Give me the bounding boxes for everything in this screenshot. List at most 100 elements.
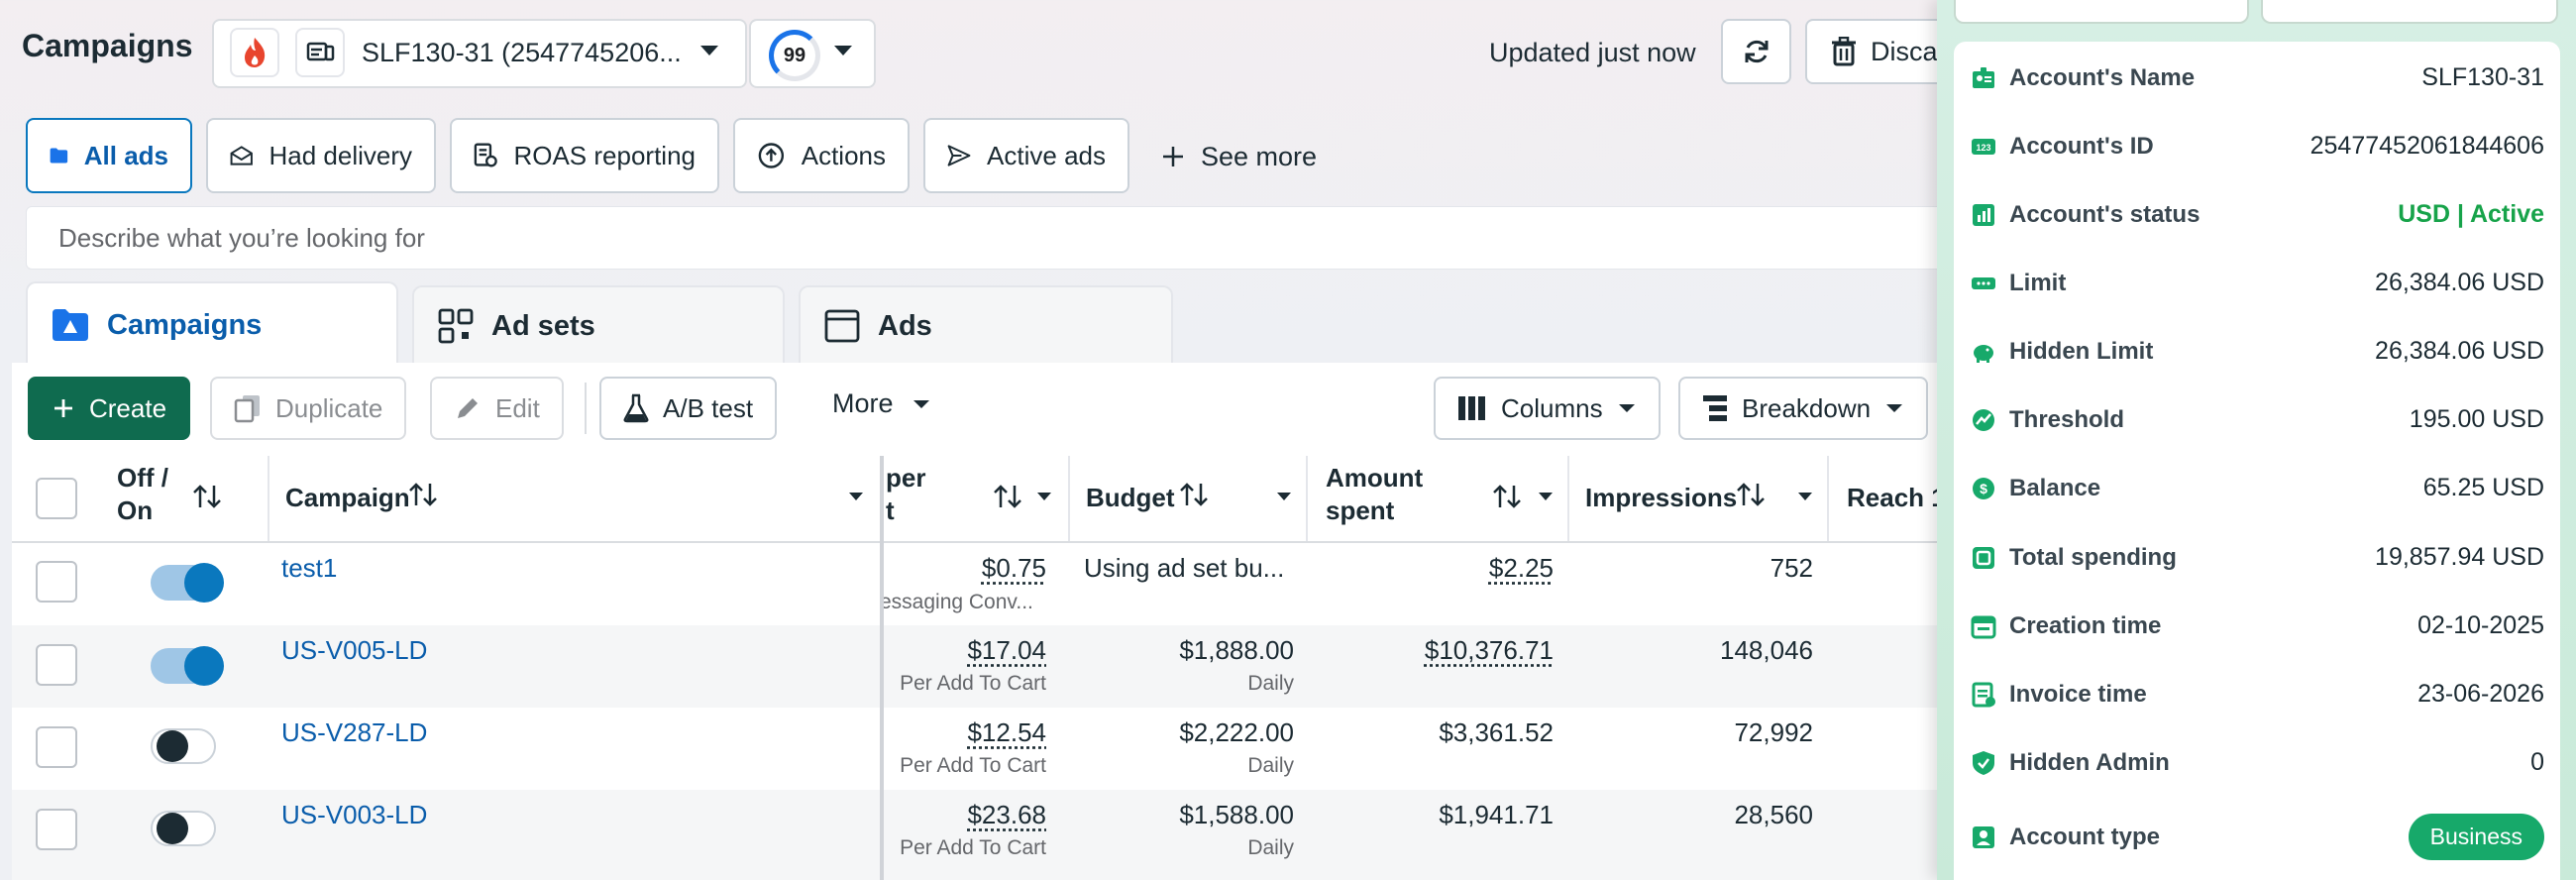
budget-value[interactable]: $2,222.00 [1084, 717, 1294, 748]
sort-icon[interactable] [408, 482, 438, 507]
filter-all-ads[interactable]: All ads [26, 118, 192, 193]
row-checkbox[interactable] [36, 561, 77, 603]
filter-label: Had delivery [268, 141, 412, 171]
refresh-button[interactable] [1721, 19, 1791, 84]
sidebar-row-account-s-name: Account's Name SLF130-31 [1970, 44, 2544, 112]
row-checkbox[interactable] [36, 644, 77, 686]
sidebar-value: 26,384.06 USD [2375, 269, 2544, 297]
duplicate-button[interactable]: Duplicate [210, 377, 406, 440]
chevron-down-icon[interactable] [832, 44, 854, 57]
tab-label: Ads [878, 310, 932, 343]
cost-per-result[interactable]: $12.54 [892, 717, 1046, 748]
cost-per-result[interactable]: $17.04 [892, 635, 1046, 666]
budget-value[interactable]: $1,588.00 [1084, 800, 1294, 830]
filter-roas-reporting[interactable]: ROAS reporting [450, 118, 719, 193]
header-budget[interactable]: Budget [1086, 482, 1175, 514]
sidebar-value: USD | Active [2398, 200, 2544, 229]
filter-actions[interactable]: Actions [733, 118, 910, 193]
amount-spent[interactable]: $10,376.71 [1318, 635, 1554, 666]
chevron-down-icon[interactable] [1538, 492, 1554, 501]
campaign-toggle[interactable] [151, 728, 216, 764]
sidebar-row-invoice-time: Invoice time 23-06-2026 [1970, 660, 2544, 728]
header-off-on[interactable]: Off / On [117, 462, 168, 527]
impressions-value: 72,992 [1575, 717, 1813, 748]
sidebar-value: 25477452061844606 [2310, 132, 2544, 161]
row-checkbox[interactable] [36, 809, 77, 850]
chevron-down-icon[interactable] [848, 492, 864, 501]
sidebar-top-control[interactable] [1954, 0, 2249, 24]
impressions-value: 28,560 [1575, 800, 1813, 830]
sidebar-value: 65.25 USD [2423, 474, 2544, 502]
amount-spent[interactable]: $2.25 [1318, 553, 1554, 584]
tab-campaigns[interactable]: Campaigns [26, 281, 398, 367]
sidebar-label: Hidden Admin [2009, 749, 2530, 777]
account-logo [230, 28, 279, 77]
row-checkbox[interactable] [36, 726, 77, 768]
pencil-icon [454, 394, 482, 422]
columns-button[interactable]: Columns [1434, 377, 1661, 440]
amount-spent[interactable]: $1,941.71 [1318, 800, 1554, 830]
envelope-icon [230, 143, 253, 168]
see-more-button[interactable]: See more [1161, 129, 1317, 184]
cost-per-result[interactable]: $23.68 [892, 800, 1046, 830]
sidebar-row-hidden-limit: Hidden Limit 26,384.06 USD [1970, 317, 2544, 385]
select-all-checkbox[interactable] [36, 478, 77, 519]
amount-spent[interactable]: $3,361.52 [1318, 717, 1554, 748]
breakdown-button[interactable]: Breakdown [1678, 377, 1928, 440]
sidebar-row-balance: $ Balance 65.25 USD [1970, 454, 2544, 522]
header-line: spent [1326, 495, 1423, 527]
filter-had-delivery[interactable]: Had delivery [206, 118, 436, 193]
chevron-down-icon[interactable] [1276, 492, 1292, 501]
chevron-down-icon[interactable] [1036, 492, 1052, 501]
header-campaign[interactable]: Campaign [285, 482, 410, 514]
budget-type: Daily [1084, 836, 1294, 860]
campaign-toggle[interactable] [151, 648, 216, 684]
campaign-name-link[interactable]: US-V005-LD [281, 635, 427, 666]
cost-per-result[interactable]: $0.75 [892, 553, 1046, 584]
campaign-name-link[interactable]: US-V287-LD [281, 717, 427, 748]
campaign-name-link[interactable]: test1 [281, 553, 337, 584]
grid-icon [438, 308, 474, 344]
more-button[interactable]: More [832, 388, 931, 419]
sort-icon[interactable] [1179, 482, 1209, 507]
plus-icon [1161, 145, 1185, 168]
campaign-name-link[interactable]: US-V003-LD [281, 800, 427, 830]
ab-test-button[interactable]: A/B test [599, 377, 777, 440]
piggy-bank-icon [1970, 338, 1997, 366]
sort-icon[interactable] [192, 484, 222, 509]
tab-ads[interactable]: Ads [799, 285, 1173, 365]
svg-text:$: $ [1980, 481, 1987, 496]
sidebar-label: Account's Name [2009, 64, 2421, 92]
campaign-toggle[interactable] [151, 811, 216, 846]
filter-label: Active ads [987, 141, 1106, 171]
account-name[interactable]: SLF130-31 (2547745206... [362, 38, 682, 68]
filter-active-ads[interactable]: Active ads [923, 118, 1129, 193]
tab-ad-sets[interactable]: Ad sets [412, 285, 785, 365]
sort-icon[interactable] [993, 484, 1022, 509]
budget-type: Daily [1084, 672, 1294, 696]
sidebar-top-control[interactable] [2261, 0, 2558, 24]
account-type-badge: Business [2409, 814, 2544, 860]
create-button[interactable]: Create [28, 377, 190, 440]
toggle-knob [184, 563, 224, 603]
budget-value[interactable]: $1,888.00 [1084, 635, 1294, 666]
campaign-toggle[interactable] [151, 565, 216, 601]
sidebar-row-account-s-status: Account's status USD | Active [1970, 180, 2544, 249]
sort-icon[interactable] [1492, 484, 1522, 509]
header-cost-per-result[interactable]: per t [886, 462, 925, 527]
chevron-down-icon[interactable] [698, 44, 720, 57]
header-amount-spent[interactable]: Amount spent [1326, 462, 1423, 527]
edit-button[interactable]: Edit [430, 377, 564, 440]
spending-icon [1970, 544, 1997, 572]
filter-label: Actions [802, 141, 886, 171]
header-line: t [886, 495, 925, 527]
budget-value[interactable]: Using ad set bu... [1084, 553, 1298, 584]
sort-icon[interactable] [1736, 482, 1766, 507]
chevron-down-icon[interactable] [1797, 492, 1813, 501]
header-reach[interactable]: Reach 1 [1847, 482, 1946, 514]
column-divider [1306, 456, 1308, 543]
header-line: Amount [1326, 462, 1423, 495]
search-input[interactable]: Describe what you’re looking for [26, 206, 1968, 270]
header-line: On [117, 495, 168, 527]
header-impressions[interactable]: Impressions [1585, 482, 1737, 514]
